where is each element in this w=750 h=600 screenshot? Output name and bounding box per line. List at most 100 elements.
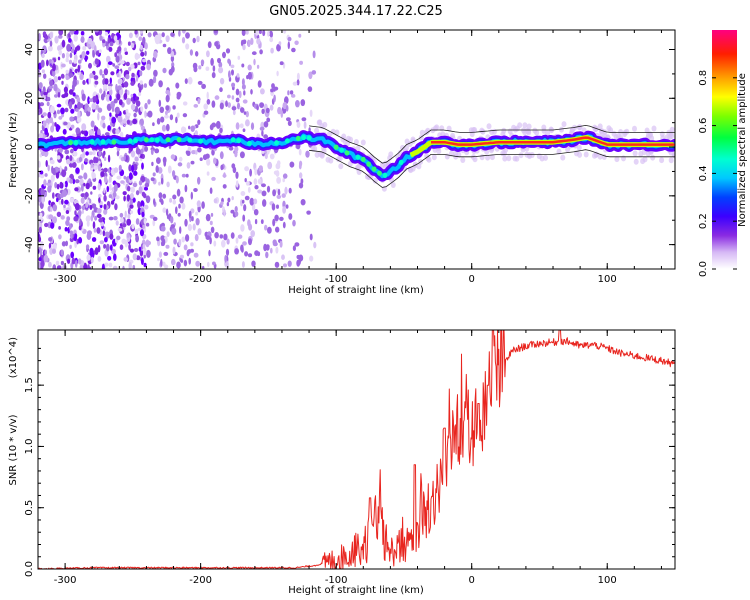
noise-blob [241,78,245,86]
noise-blob [97,183,101,191]
noise-blob [86,110,91,117]
noise-blob [267,30,270,37]
noise-blob [179,254,185,259]
noise-blob [147,32,152,38]
noise-blob [74,116,77,121]
noise-blob [101,73,105,79]
noise-blob [213,30,218,34]
noise-blob [259,102,265,108]
noise-blob [94,30,100,33]
ridge-blob [371,166,377,172]
noise-blob [100,171,105,178]
noise-blob [38,33,41,40]
noise-blob [140,148,144,155]
noise-blob [270,247,273,254]
noise-blob [300,199,306,206]
ridge-halo [668,157,674,164]
noise-blob [106,185,110,193]
noise-blob [115,83,118,92]
noise-blob [133,170,138,176]
noise-blob [74,46,78,53]
noise-blob [97,256,102,262]
noise-blob [148,78,154,87]
noise-blob [68,101,73,110]
noise-blob [143,262,147,268]
noise-blob [64,91,69,98]
ridge-blob [339,147,344,153]
noise-blob [47,111,52,119]
noise-blob [219,77,225,85]
noise-blob [77,101,82,110]
noise-blob [43,91,48,96]
noise-blob [250,89,253,95]
noise-blob [81,205,86,211]
noise-blob [108,46,113,52]
noise-blob [206,171,210,176]
noise-blob [164,114,169,119]
noise-blob [41,94,46,101]
ridge-halo [633,158,639,165]
colorbar-tick-label: 0.6 [698,118,709,134]
noise-blob [232,109,236,116]
noise-blob [70,148,74,154]
noise-blob [154,37,160,45]
noise-blob [188,257,191,265]
noise-blob [250,230,255,238]
ridge-halo [556,148,562,155]
noise-blob [100,221,105,227]
noise-blob [116,93,121,101]
noise-blob [89,181,93,188]
ridge-halo [372,177,378,184]
ridge-halo [346,135,351,142]
x-tick-label: 100 [598,274,617,285]
noise-blob [44,35,49,40]
noise-blob [38,160,41,168]
noise-blob [266,185,271,193]
noise-blob [247,64,252,71]
noise-blob [247,39,251,48]
noise-blob [267,226,272,234]
noise-blob [258,165,263,172]
noise-blob [186,162,191,169]
noise-blob [227,58,231,64]
x-tick-label: -300 [54,575,77,586]
noise-blob [133,112,137,118]
noise-blob [126,97,131,105]
noise-blob [39,212,43,217]
noise-blob [176,94,181,100]
noise-blob [280,110,284,118]
noise-blob [241,30,246,36]
noise-blob [38,133,44,139]
noise-blob [147,110,153,118]
noise-blob [56,265,62,269]
noise-blob [177,162,183,167]
ridge-halo [408,167,414,174]
ridge-halo [592,152,597,159]
noise-blob [69,116,74,122]
noise-blob [119,212,124,218]
noise-blob [253,198,258,205]
noise-blob [140,51,145,57]
noise-blob [158,80,163,88]
noise-blob [52,69,56,77]
noise-blob [259,49,263,55]
noise-blob [40,263,44,269]
noise-blob [179,226,182,234]
noise-blob [52,192,55,199]
noise-blob [82,46,87,51]
noise-blob [152,122,155,127]
noise-blob [78,59,82,64]
ridge-halo [501,127,507,134]
ridge-halo [645,150,651,157]
noise-blob [206,50,210,58]
noise-blob [227,94,231,99]
noise-blob [102,39,106,44]
ridge-halo [312,145,318,152]
ridge-halo [446,125,452,132]
noise-blob [144,146,149,152]
noise-blob [53,83,58,92]
noise-blob [152,172,156,177]
noise-blob [58,226,61,230]
noise-blob [64,107,69,113]
noise-blob [262,30,266,37]
